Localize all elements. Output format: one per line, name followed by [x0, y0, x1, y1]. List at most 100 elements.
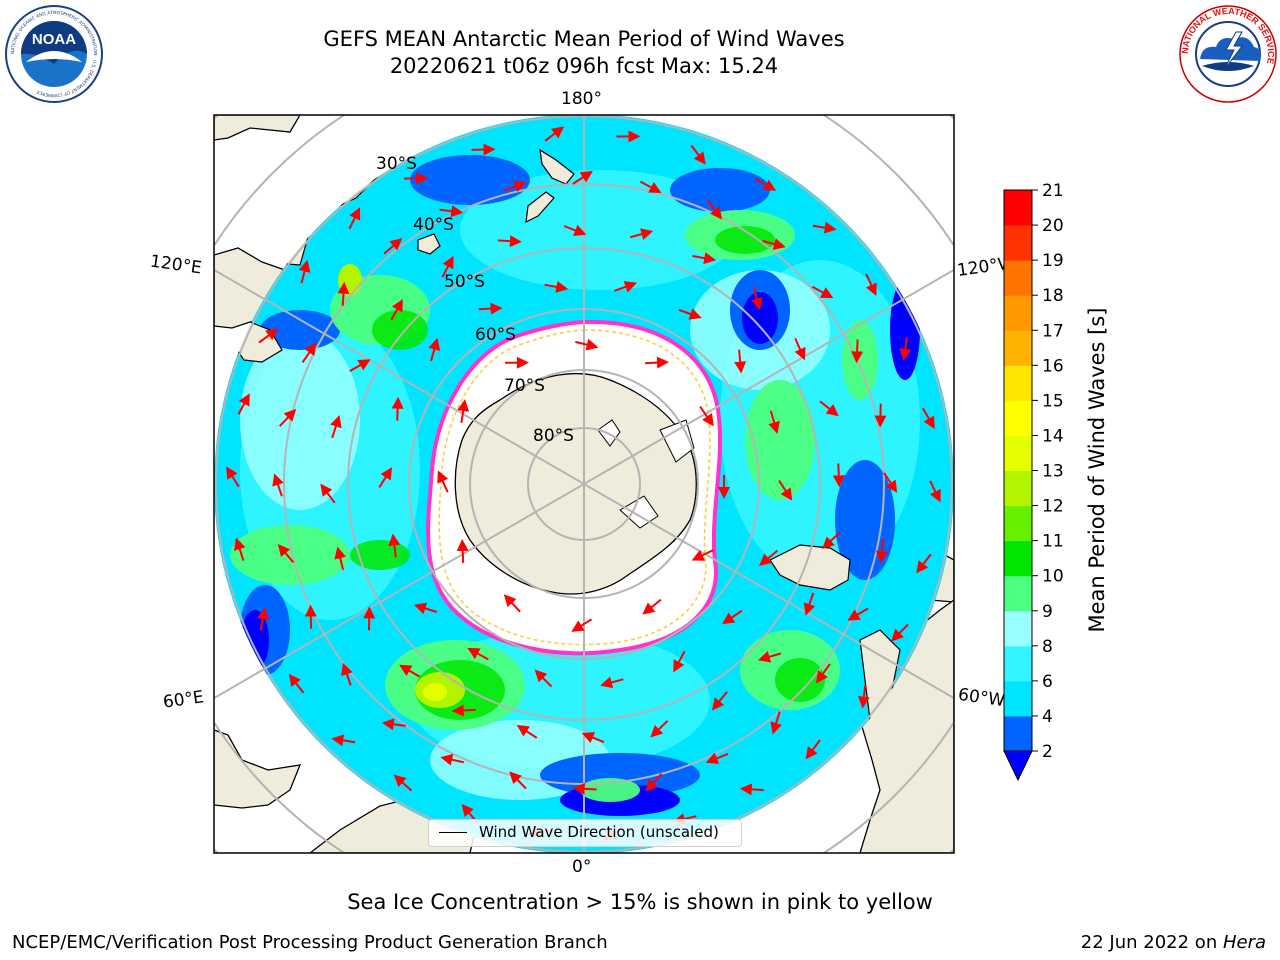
wave-direction-arrow	[413, 602, 438, 615]
wave-direction-arrow	[391, 396, 404, 421]
wave-direction-arrow	[471, 143, 496, 156]
credit-left: NCEP/EMC/Verification Post Processing Pr…	[12, 932, 608, 953]
wave-direction-arrow	[503, 180, 527, 192]
colorbar-band	[1004, 295, 1032, 331]
wave-direction-arrow	[770, 711, 782, 735]
colorbar-band	[1004, 435, 1032, 471]
wave-direction-arrow	[437, 470, 449, 493]
wave-direction-arrow	[706, 199, 723, 220]
colorbar: 2 4 6 8 9 10 11 12 13 14 15 16 17 18 19 20 21	[1003, 181, 1064, 782]
wave-direction-arrow	[822, 531, 841, 550]
nws-logo: NATIONAL WEATHER SERVICE	[1179, 5, 1277, 103]
colorbar-tick-label: 14	[1042, 426, 1064, 446]
wave-direction-arrow	[705, 752, 729, 764]
wave-direction-arrow	[711, 691, 728, 711]
colorbar-tick-label: 17	[1042, 321, 1064, 341]
wave-direction-arrow	[673, 650, 686, 673]
legend-label: Wind Wave Direction (unscaled)	[479, 823, 719, 841]
wave-direction-arrow	[847, 607, 869, 621]
wave-direction-arrow	[544, 281, 569, 293]
wave-direction-arrow	[614, 281, 637, 293]
lat-label-30s: 30°S	[376, 154, 417, 174]
wave-direction-arrow	[301, 342, 317, 363]
colorbar-tick-label: 2	[1042, 742, 1053, 762]
wave-direction-arrow	[754, 178, 777, 191]
wave-direction-arrow	[819, 400, 839, 417]
wave-direction-arrow	[691, 549, 714, 561]
colorbar-under-triangle	[1003, 750, 1033, 782]
wave-direction-arrow	[451, 704, 476, 717]
colorbar-tick-label: 11	[1042, 532, 1064, 552]
lat-label-40s: 40°S	[413, 215, 454, 235]
wave-direction-arrow	[722, 609, 743, 625]
wave-direction-arrow	[320, 483, 336, 504]
colorbar-band	[1004, 715, 1032, 752]
wave-direction-arrow	[739, 783, 764, 796]
wave-direction-arrow	[811, 285, 834, 299]
wave-direction-arrow	[256, 607, 269, 631]
svg-text:NOAA: NOAA	[32, 31, 76, 48]
colorbar-tick-label: 8	[1042, 637, 1053, 657]
colorbar-band	[1004, 190, 1032, 226]
wave-direction-arrow	[575, 338, 599, 351]
wave-direction-arrow	[331, 734, 356, 747]
colorbar-band	[1004, 470, 1032, 507]
colorbar-tick-label: 10	[1042, 567, 1064, 587]
wave-direction-arrow	[916, 553, 932, 574]
wave-direction-arrow	[600, 676, 624, 689]
wave-direction-arrow	[581, 732, 605, 744]
chart-title: GEFS MEAN Antarctic Mean Period of Wind …	[323, 27, 845, 51]
wave-direction-arrow	[803, 592, 816, 616]
map-frame	[213, 114, 955, 854]
legend-line-swatch	[439, 832, 467, 833]
wave-direction-arrow	[794, 337, 806, 361]
wave-direction-arrow	[457, 399, 470, 424]
colorbar-tick-label: 18	[1042, 286, 1064, 306]
wave-direction-arrow	[678, 308, 702, 320]
lat-label-60s: 60°S	[475, 325, 516, 345]
colorbar-tick-label: 15	[1042, 391, 1064, 411]
wave-direction-arrow	[768, 410, 780, 434]
wave-direction-arrow	[534, 669, 553, 688]
wave-direction-arrow	[734, 349, 747, 374]
wave-direction-arrow	[690, 144, 706, 165]
colorbar-band	[1004, 610, 1032, 647]
wave-direction-arrow	[805, 739, 821, 760]
colorbar-tick-label: 9	[1042, 602, 1053, 622]
wave-direction-arrow	[278, 408, 297, 427]
wave-direction-arrow	[330, 414, 342, 439]
lat-label-70s: 70°S	[504, 376, 545, 396]
antarctica	[454, 372, 697, 595]
colorbar-tick-label: 6	[1042, 672, 1053, 692]
wave-direction-arrow	[699, 406, 714, 427]
wave-direction-arrow	[441, 255, 454, 278]
wave-direction-arrow	[390, 298, 403, 321]
wave-direction-arrow	[544, 126, 565, 142]
wave-direction-arrow	[572, 782, 597, 795]
colorbar-tick-label: 4	[1042, 707, 1053, 727]
wave-direction-arrow	[509, 771, 527, 790]
colorbar-band	[1004, 365, 1032, 401]
wind-wave-arrows	[226, 126, 941, 841]
wave-direction-arrow	[571, 618, 593, 632]
wave-direction-arrow	[816, 663, 831, 684]
wave-direction-arrow	[778, 480, 793, 501]
wave-direction-arrow	[851, 339, 864, 364]
wave-direction-arrow	[388, 533, 401, 558]
wave-direction-arrow	[857, 684, 870, 709]
colorbar-tick-label: 13	[1042, 462, 1064, 482]
wave-direction-arrow	[516, 724, 538, 739]
wave-direction-arrow	[642, 598, 662, 615]
wave-direction-arrow	[348, 207, 361, 230]
colorbar-band	[1004, 680, 1032, 717]
wave-direction-arrow	[456, 539, 469, 564]
wave-direction-arrow	[883, 472, 898, 493]
wave-direction-arrow	[298, 259, 311, 284]
wave-direction-arrow	[467, 647, 489, 661]
wave-direction-arrow	[226, 466, 240, 488]
wave-direction-arrow	[399, 664, 421, 678]
lon-label-0: 0°	[572, 857, 592, 877]
colorbar-tick-label: 12	[1042, 497, 1064, 517]
credit-date: 22 Jun 2022 on	[1080, 932, 1223, 953]
